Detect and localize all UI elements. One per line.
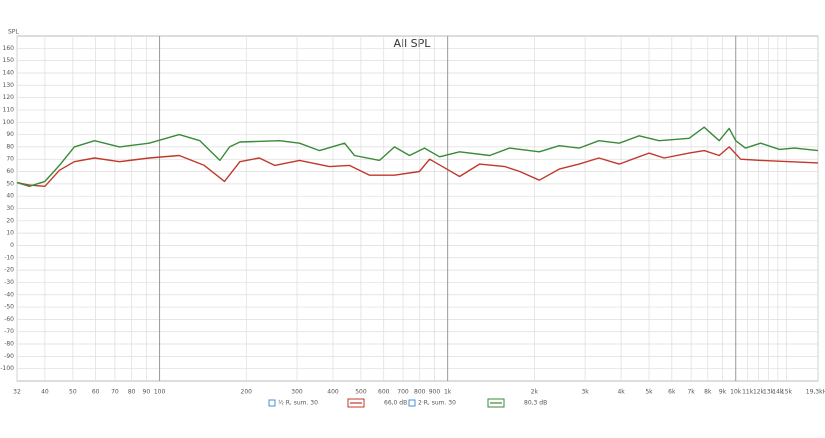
x-tick-label: 5k (645, 389, 653, 396)
x-tick-label: 200 (241, 389, 253, 396)
x-tick-label: 900 (429, 389, 441, 396)
y-tick-label: -60 (4, 316, 14, 323)
y-tick-label: 90 (6, 131, 14, 138)
y-tick-label: 130 (3, 82, 15, 89)
x-tick-label: 11k (742, 389, 754, 396)
legend-label: ½ R, sum. 30 (278, 400, 318, 407)
y-tick-label: 30 (6, 205, 14, 212)
series-line (16, 146, 819, 187)
y-tick-label: 70 (6, 156, 14, 163)
y-tick-label: 110 (3, 106, 15, 113)
y-tick-label: 150 (3, 57, 15, 64)
y-tick-label: -30 (4, 279, 14, 286)
y-tick-label: -10 (4, 254, 14, 261)
y-tick-label: 20 (6, 217, 14, 224)
y-tick-label: -20 (4, 267, 14, 274)
legend-readout: 80,3 dB (524, 400, 547, 407)
x-tick-label: 6k (668, 389, 676, 396)
x-tick-label: 800 (414, 389, 426, 396)
x-tick-label: 13k (763, 389, 775, 396)
x-tick-label: 50 (69, 389, 77, 396)
x-tick-label: 300 (291, 389, 303, 396)
legend-readout: 66,0 dB (384, 400, 407, 407)
x-tick-label: 600 (378, 389, 390, 396)
legend-label: 2·R, sum. 30 (418, 400, 456, 407)
y-tick-label: 80 (6, 143, 14, 150)
x-tick-label: 40 (41, 389, 49, 396)
y-tick-label: 120 (3, 94, 15, 101)
x-tick-label: 7k (687, 389, 695, 396)
legend-checkbox[interactable] (408, 399, 416, 407)
y-tick-label: 40 (6, 193, 14, 200)
y-tick-label: 140 (3, 69, 15, 76)
x-tick-label: 14k (772, 389, 784, 396)
x-tick-label: 19,3kHz (806, 389, 825, 396)
x-tick-label: 500 (355, 389, 367, 396)
y-tick-label: -50 (4, 304, 14, 311)
x-tick-label: 700 (397, 389, 409, 396)
x-tick-label: 12k (753, 389, 765, 396)
x-tick-label: 10k (730, 389, 742, 396)
x-tick-label: 100 (154, 389, 166, 396)
y-tick-label: -70 (4, 328, 14, 335)
y-tick-label: 0 (10, 242, 14, 249)
y-axis-label: SPL (8, 29, 19, 36)
y-tick-label: 60 (6, 168, 14, 175)
x-tick-label: 80 (128, 389, 136, 396)
y-tick-label: 160 (3, 45, 15, 52)
y-tick-label: 50 (6, 180, 14, 187)
x-tick-label: 4k (617, 389, 625, 396)
y-tick-label: -80 (4, 341, 14, 348)
x-tick-label: 2k (531, 389, 539, 396)
x-tick-label: 70 (111, 389, 119, 396)
y-tick-label: -100 (0, 365, 14, 372)
series-line (16, 126, 819, 187)
x-tick-label: 3k (581, 389, 589, 396)
legend-checkbox[interactable] (268, 399, 276, 407)
y-tick-label: 10 (6, 230, 14, 237)
x-tick-label: 15k (781, 389, 793, 396)
x-tick-label: 60 (92, 389, 100, 396)
x-tick-label: 32 (13, 389, 21, 396)
x-tick-label: 9k (719, 389, 727, 396)
x-tick-label: 90 (143, 389, 151, 396)
y-tick-label: -40 (4, 291, 14, 298)
x-tick-label: 1k (444, 389, 452, 396)
x-tick-label: 8k (704, 389, 712, 396)
x-tick-label: 400 (327, 389, 339, 396)
y-tick-label: 100 (3, 119, 15, 126)
y-tick-label: -90 (4, 353, 14, 360)
